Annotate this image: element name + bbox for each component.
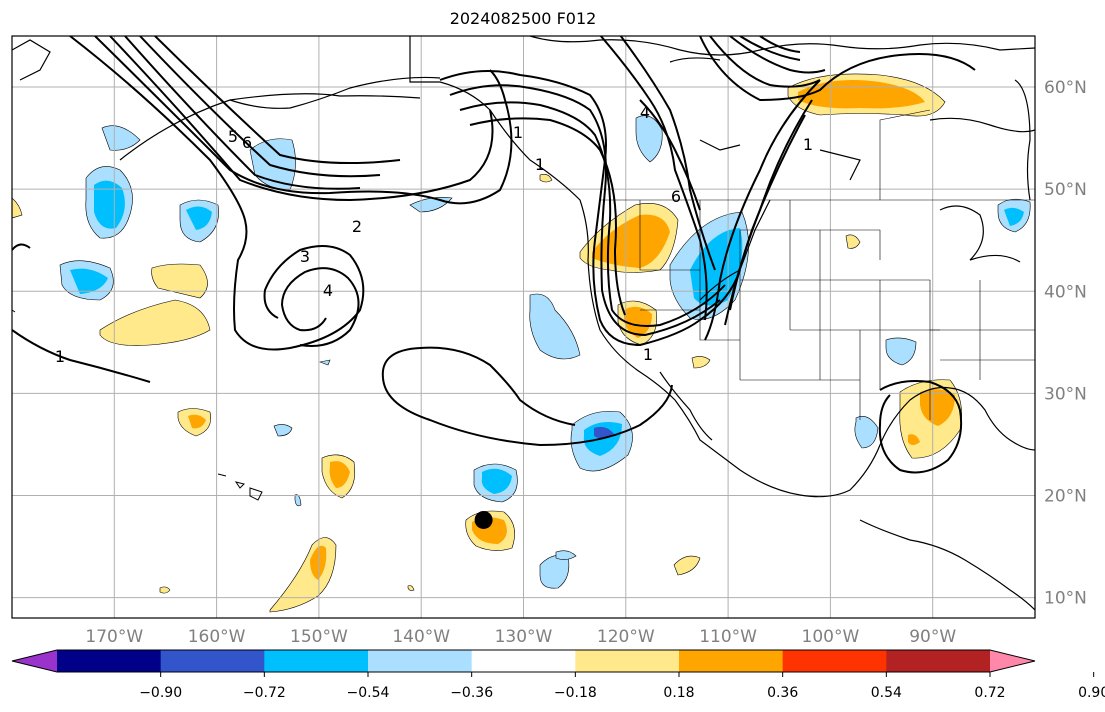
- lon-tick-label: 150°W: [290, 627, 348, 647]
- colorbar-segment: [679, 650, 784, 672]
- colorbar-tick-label: −0.54: [347, 685, 390, 701]
- contour-label: 1: [513, 123, 523, 142]
- colorbar-segment: [264, 650, 369, 672]
- colorbar-segment: [160, 650, 265, 672]
- lon-tick-label: 170°W: [85, 627, 143, 647]
- lon-tick-label: 110°W: [699, 627, 757, 647]
- lon-tick-label: 140°W: [392, 627, 450, 647]
- lat-tick-label: 50°N: [1044, 180, 1087, 200]
- colorbar-outline: [11, 649, 1036, 673]
- longitude-labels: 170°W 160°W 150°W 140°W 130°W 120°W 110°W 100°W…: [85, 627, 956, 647]
- lon-tick-label: 130°W: [495, 627, 553, 647]
- colorbar-tick-label: −0.36: [450, 685, 493, 701]
- lat-tick-label: 10°N: [1044, 589, 1087, 609]
- colorbar-segment: [368, 650, 473, 672]
- lat-tick-label: 40°N: [1044, 282, 1087, 302]
- colorbar-extend-low: [12, 650, 57, 672]
- lon-tick-label: 160°W: [188, 627, 246, 647]
- colorbar-tick-label: 0.36: [767, 685, 798, 701]
- shaded-field: [12, 73, 1031, 613]
- state-borders: [600, 109, 1035, 420]
- contour-label: 6: [671, 187, 681, 206]
- colorbar-tick-label: 0.90: [1078, 685, 1105, 701]
- lon-tick-label: 100°W: [802, 627, 860, 647]
- colorbar-tick-label: −0.90: [139, 685, 182, 701]
- colorbar-segment: [471, 650, 576, 672]
- latitude-labels: 10°N 20°N 30°N 40°N 50°N 60°N: [1044, 78, 1087, 609]
- colorbar-tick-label: 0.54: [871, 685, 902, 701]
- contour-label: 1: [643, 345, 653, 364]
- colorbar-tick-label: 0.18: [663, 685, 694, 701]
- colorbar-tick-label: −0.72: [243, 685, 286, 701]
- contour-label: 1: [803, 135, 813, 154]
- contour-lines: [12, 36, 976, 474]
- colorbar-tick-label: −0.18: [554, 685, 597, 701]
- coastlines: [12, 36, 1035, 611]
- colorbar-segment: [57, 650, 162, 672]
- colorbar: −0.90 −0.72 −0.54 −0.36 −0.18 0.18 0.36 0.54 0.7…: [11, 649, 1105, 701]
- grid-lines: [12, 36, 1035, 618]
- lon-tick-label: 120°W: [597, 627, 655, 647]
- contour-label: 4: [640, 103, 650, 122]
- storm-center-marker: [474, 510, 493, 529]
- colorbar-tick-label: 0.72: [974, 685, 1005, 701]
- lat-tick-label: 60°N: [1044, 78, 1087, 98]
- contour-label: 5: [228, 127, 238, 146]
- map-title: 2024082500 F012: [449, 9, 597, 28]
- lon-tick-label: 90°W: [909, 627, 956, 647]
- contour-label: 1: [535, 155, 545, 174]
- contour-label: 1: [55, 347, 65, 366]
- map-frame: [11, 35, 1036, 619]
- contour-label: 3: [300, 247, 310, 266]
- colorbar-segment: [575, 650, 680, 672]
- contour-label: 2: [352, 217, 362, 236]
- colorbar-extend-high: [990, 650, 1035, 672]
- colorbar-segment: [782, 650, 887, 672]
- lat-tick-label: 20°N: [1044, 486, 1087, 506]
- contour-label: 6: [242, 133, 252, 152]
- contour-label: 4: [323, 281, 333, 300]
- lat-tick-label: 30°N: [1044, 384, 1087, 404]
- colorbar-segment: [886, 650, 991, 672]
